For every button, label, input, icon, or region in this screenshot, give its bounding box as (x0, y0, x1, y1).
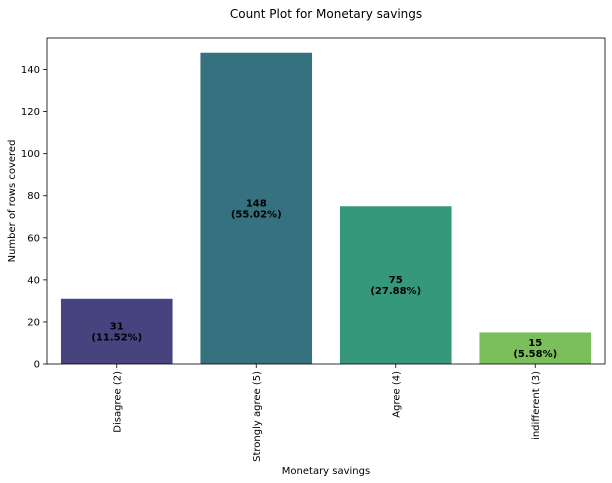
y-tick-label: 20 (27, 317, 40, 328)
chart-title: Count Plot for Monetary savings (230, 7, 422, 21)
data-label-count: 15 (528, 338, 542, 349)
data-label-count: 75 (389, 275, 403, 286)
plot-area: 0 20 40 60 80 100 120 140 31(11.52%) Disagree (2)… (21, 52, 592, 462)
y-tick-label: 40 (27, 275, 40, 286)
bar (60, 298, 173, 364)
x-tick-label: Disagree (2) (112, 371, 123, 433)
y-tick-label: 140 (21, 65, 40, 76)
y-tick-label: 60 (27, 233, 40, 244)
bar (339, 206, 452, 364)
bar (479, 332, 592, 364)
x-tick-label: indifferent (3) (531, 371, 542, 440)
y-tick-label: 120 (21, 107, 40, 118)
y-tick-label: 100 (21, 149, 40, 160)
x-tick-label: Agree (4) (391, 371, 402, 418)
bar (200, 52, 313, 364)
data-label-count: 31 (110, 321, 124, 332)
data-label-percent: (11.52%) (91, 332, 142, 343)
data-label-percent: (5.58%) (513, 349, 557, 360)
x-tick-label: Strongly agree (5) (252, 371, 263, 462)
data-label-count: 148 (246, 198, 267, 209)
y-tick-label: 0 (34, 360, 40, 371)
y-tick-label: 80 (27, 191, 40, 202)
data-label-percent: (27.88%) (370, 286, 421, 297)
data-label-percent: (55.02%) (231, 209, 282, 220)
plot-frame (46, 37, 606, 365)
y-axis-title: Number of rows covered (7, 140, 18, 263)
x-axis-title: Monetary savings (282, 466, 370, 477)
